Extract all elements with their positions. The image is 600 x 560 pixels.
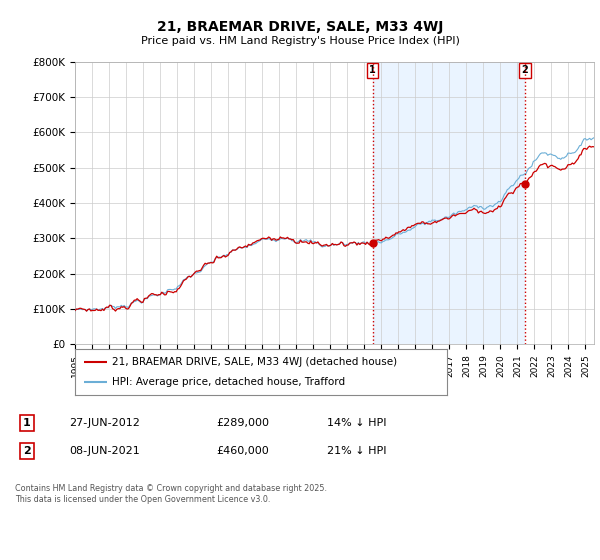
Text: 21, BRAEMAR DRIVE, SALE, M33 4WJ (detached house): 21, BRAEMAR DRIVE, SALE, M33 4WJ (detach… (112, 357, 397, 367)
Text: 21% ↓ HPI: 21% ↓ HPI (327, 446, 386, 456)
Text: 2: 2 (23, 446, 31, 456)
Text: 08-JUN-2021: 08-JUN-2021 (69, 446, 140, 456)
Text: 27-JUN-2012: 27-JUN-2012 (69, 418, 140, 428)
Text: HPI: Average price, detached house, Trafford: HPI: Average price, detached house, Traf… (112, 377, 346, 387)
Text: Contains HM Land Registry data © Crown copyright and database right 2025.
This d: Contains HM Land Registry data © Crown c… (15, 484, 327, 504)
Text: 2: 2 (521, 65, 528, 75)
Text: 1: 1 (23, 418, 31, 428)
Text: 21, BRAEMAR DRIVE, SALE, M33 4WJ: 21, BRAEMAR DRIVE, SALE, M33 4WJ (157, 20, 443, 34)
Text: £289,000: £289,000 (216, 418, 269, 428)
Text: Price paid vs. HM Land Registry's House Price Index (HPI): Price paid vs. HM Land Registry's House … (140, 36, 460, 46)
Bar (373, 62, 525, 344)
Text: 1: 1 (369, 65, 376, 75)
Text: 14% ↓ HPI: 14% ↓ HPI (327, 418, 386, 428)
Text: £460,000: £460,000 (216, 446, 269, 456)
